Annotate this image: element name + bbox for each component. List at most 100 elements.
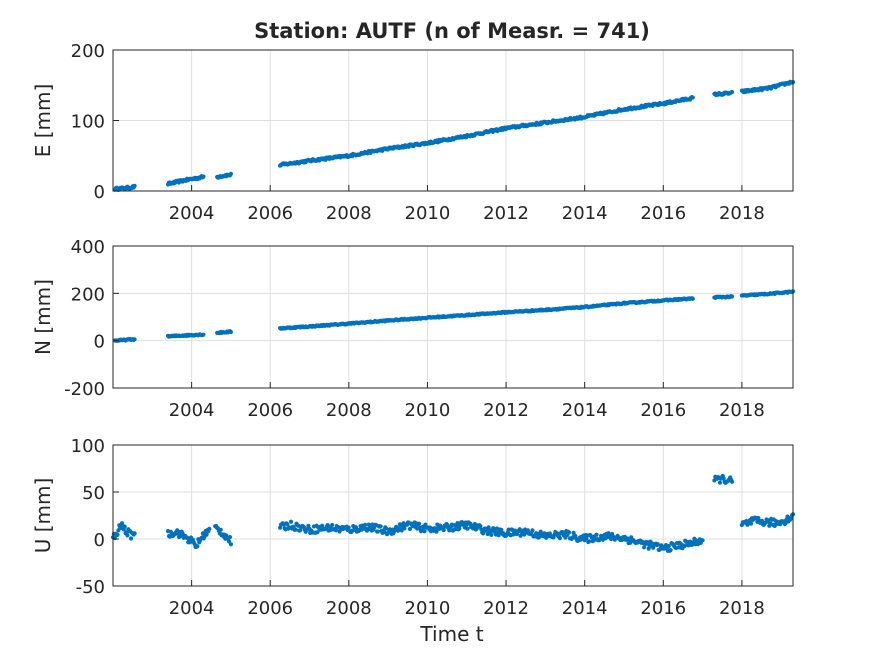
data-point — [457, 526, 462, 531]
data-point — [530, 528, 535, 533]
y-tick-label: 0 — [94, 332, 105, 353]
panel-up: 2004 2006 2008 2010 2012 2014 2016 2018 -50 0 50 10… — [31, 436, 796, 619]
y-tick-label: 200 — [71, 41, 105, 62]
data-point — [122, 524, 127, 529]
data-point — [721, 476, 726, 481]
data-point — [218, 527, 223, 532]
data-point — [668, 548, 673, 553]
data-point — [298, 528, 303, 533]
data-point — [748, 521, 754, 526]
plot-area-up — [113, 445, 793, 586]
data-point — [489, 532, 494, 537]
y-tick-label: 400 — [71, 237, 105, 258]
data-point — [646, 546, 651, 551]
data-point — [441, 528, 446, 533]
subplot-panels: 2004 2006 2008 2010 2012 2014 2016 2018 0 100 200 E… — [31, 41, 796, 619]
data-point — [132, 337, 137, 342]
axes-box-up — [112, 444, 794, 587]
x-tick-label: 2004 — [169, 400, 215, 421]
x-tick-label: 2008 — [326, 598, 372, 619]
data-point — [285, 522, 290, 527]
data-point — [434, 529, 439, 534]
data-point — [115, 532, 120, 537]
data-point — [594, 532, 599, 537]
data-point — [700, 538, 705, 543]
data-point — [228, 542, 234, 547]
data-point — [729, 479, 735, 484]
x-tick-label: 2012 — [483, 598, 529, 619]
x-tick-label: 2006 — [247, 203, 293, 224]
data-point — [690, 95, 695, 100]
data-point — [416, 521, 422, 526]
data-point — [407, 526, 413, 532]
x-tick-label: 2016 — [640, 598, 686, 619]
panel-north: 2004 2006 2008 2010 2012 2014 2016 2018 -200 0 200… — [31, 237, 796, 421]
y-axis-label-east: E [mm] — [31, 84, 55, 158]
x-tick-label: 2008 — [326, 400, 372, 421]
data-point — [729, 294, 735, 299]
x-tick-label: 2014 — [562, 598, 608, 619]
data-point — [690, 296, 695, 301]
data-point — [525, 528, 531, 533]
data-point — [204, 532, 209, 537]
x-tick-label: 2016 — [640, 400, 686, 421]
data-point — [384, 526, 389, 531]
y-axis-label-up: U [mm] — [31, 478, 55, 554]
y-axis-label-north: N [mm] — [31, 279, 55, 355]
data-point — [666, 544, 671, 549]
y-tick-label: 0 — [94, 182, 105, 203]
x-tick-label: 2010 — [405, 203, 451, 224]
panel-east: 2004 2006 2008 2010 2012 2014 2016 2018 0 100 200 E… — [31, 41, 796, 224]
figure-title: Station: AUTF (n of Measr. = 741) — [254, 19, 650, 43]
data-point — [201, 174, 206, 179]
y-tick-label: 50 — [82, 483, 105, 504]
data-point — [557, 536, 563, 541]
data-point — [587, 539, 592, 544]
data-point — [566, 530, 572, 535]
data-point — [207, 526, 212, 531]
data-point — [132, 531, 137, 536]
data-point — [201, 332, 206, 337]
data-point — [132, 183, 137, 188]
data-point — [717, 480, 723, 485]
data-point — [745, 522, 750, 527]
y-tick-label: -200 — [64, 379, 105, 400]
data-point — [333, 528, 338, 533]
x-axis-label: Time t — [419, 622, 483, 646]
data-point — [346, 525, 351, 530]
axes-box-north — [112, 245, 794, 389]
data-point — [422, 529, 427, 534]
data-point — [641, 545, 647, 550]
x-tick-label: 2018 — [719, 400, 765, 421]
data-point — [325, 522, 330, 528]
data-point — [227, 534, 233, 540]
x-tick-label: 2018 — [719, 203, 765, 224]
x-tick-label: 2010 — [405, 598, 451, 619]
x-tick-label: 2016 — [640, 203, 686, 224]
y-tick-label: 0 — [94, 530, 105, 551]
x-tick-label: 2012 — [483, 203, 529, 224]
data-point — [363, 522, 368, 527]
data-point — [320, 523, 325, 528]
x-tick-label: 2018 — [719, 598, 765, 619]
x-tick-label: 2014 — [562, 400, 608, 421]
y-tick-label: -50 — [76, 577, 105, 598]
data-point — [729, 89, 735, 95]
x-tick-label: 2006 — [247, 598, 293, 619]
data-point — [478, 523, 483, 529]
y-tick-label: 100 — [71, 112, 105, 133]
data-point — [293, 527, 298, 532]
data-point — [315, 530, 320, 535]
data-point — [128, 536, 134, 541]
data-point — [330, 522, 335, 528]
x-tick-label: 2004 — [169, 203, 215, 224]
data-point — [759, 518, 765, 523]
data-point — [195, 544, 200, 549]
x-tick-label: 2010 — [405, 400, 451, 421]
data-point — [375, 529, 381, 534]
x-tick-label: 2004 — [169, 598, 215, 619]
x-tick-label: 2014 — [562, 203, 608, 224]
data-point — [228, 171, 234, 176]
data-point — [378, 524, 383, 529]
